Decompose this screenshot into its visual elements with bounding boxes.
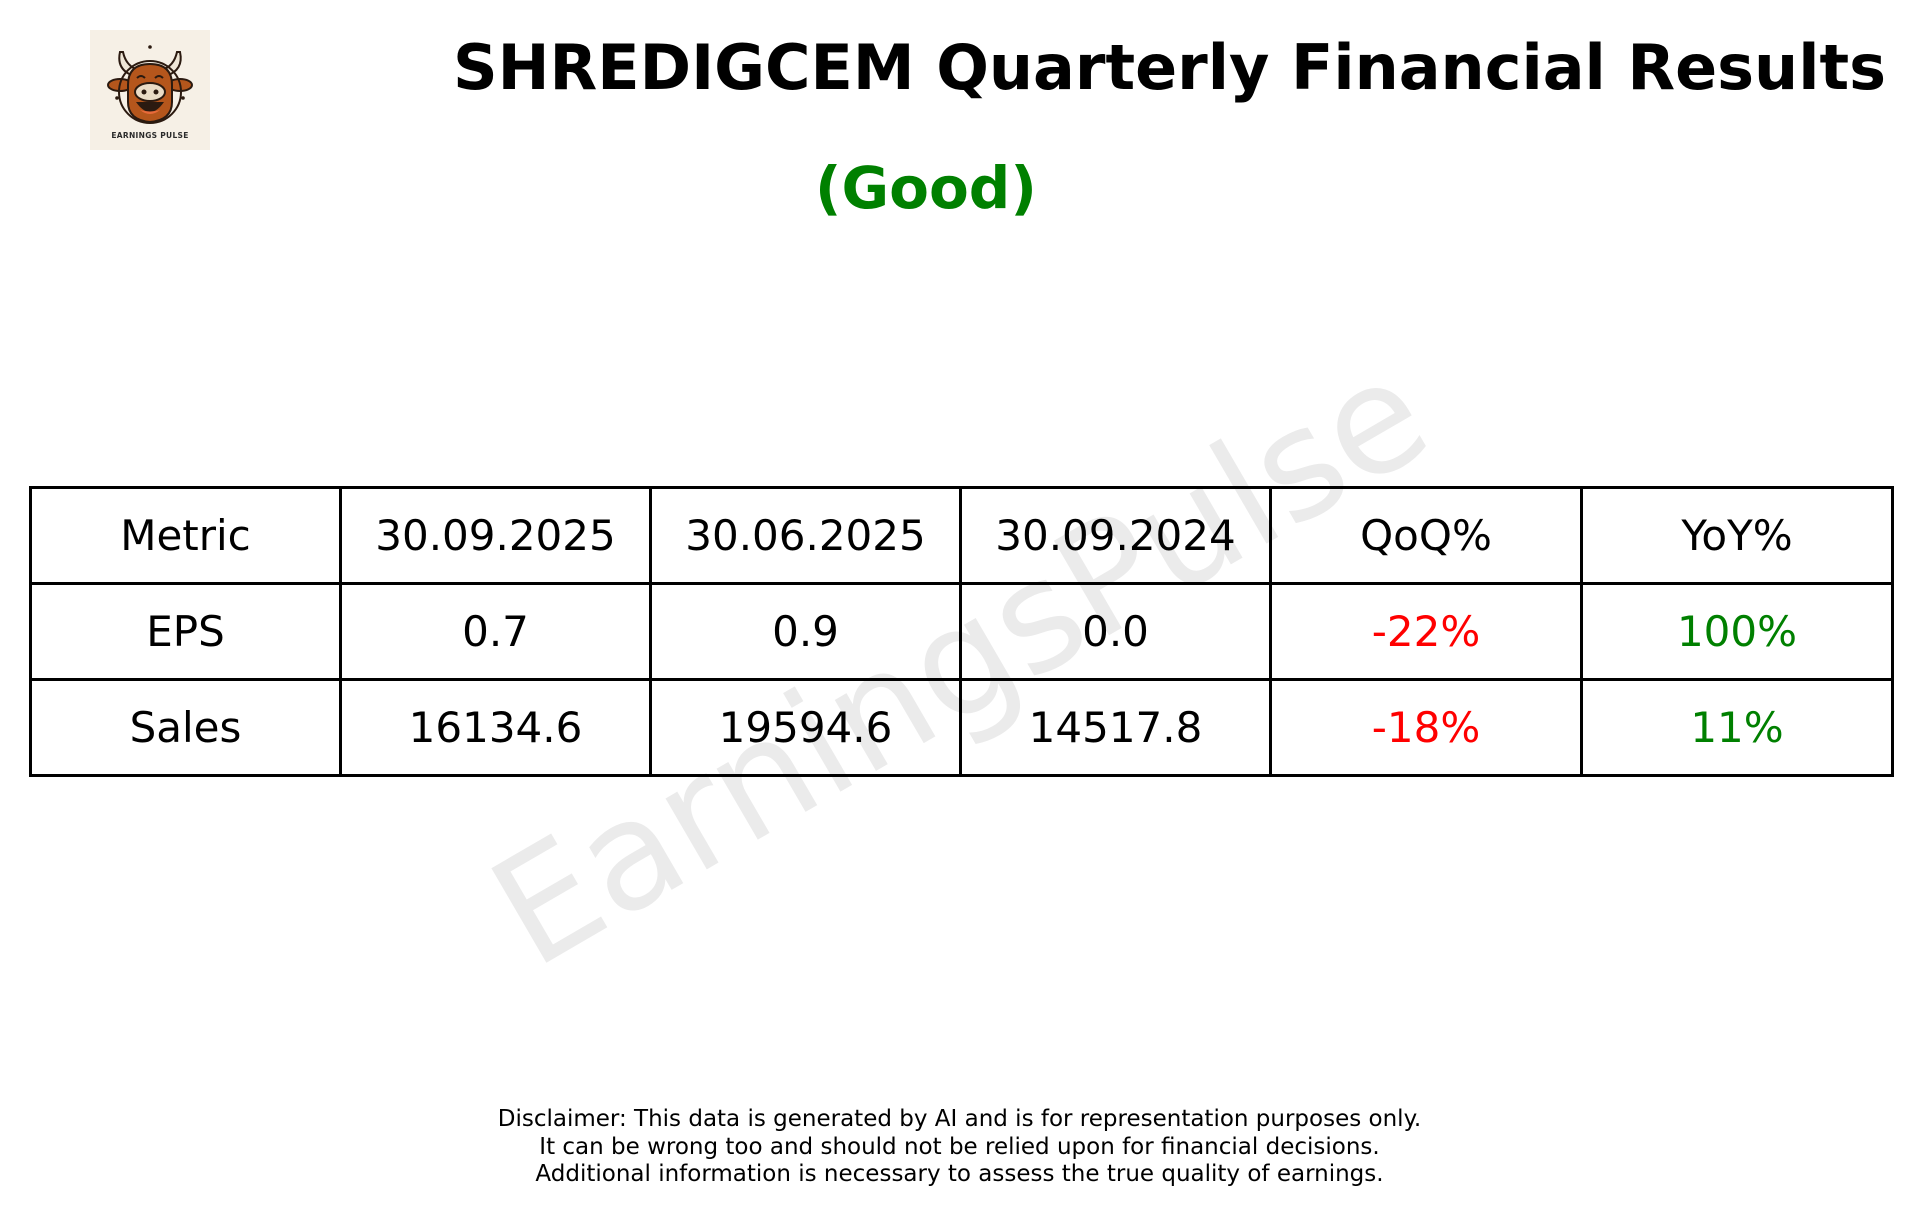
- disclaimer-line: Additional information is necessary to a…: [535, 1161, 1384, 1187]
- column-header-yoy: YoY%: [1580, 486, 1894, 585]
- value-cell: 0.0: [959, 582, 1272, 681]
- column-header-qoq: QoQ%: [1269, 486, 1583, 585]
- disclaimer-line: It can be wrong too and should not be re…: [539, 1133, 1380, 1160]
- disclaimer: Disclaimer: This data is generated by AI…: [0, 1106, 1919, 1189]
- bull-mascot-icon: [107, 45, 193, 124]
- column-header-metric: Metric: [29, 486, 342, 585]
- column-header-q-sep-2025: 30.09.2025: [339, 486, 652, 585]
- logo-text: EARNINGS PULSE: [111, 131, 189, 140]
- qoq-change-cell: -22%: [1269, 582, 1583, 681]
- metric-cell: Sales: [29, 678, 342, 777]
- value-cell: 14517.8: [959, 678, 1272, 777]
- table-row-eps: EPS 0.7 0.9 0.0 -22% 100%: [29, 582, 1894, 681]
- yoy-change-cell: 11%: [1580, 678, 1894, 777]
- value-cell: 19594.6: [649, 678, 962, 777]
- table-header-row: Metric 30.09.2025 30.06.2025 30.09.2024 …: [29, 486, 1894, 585]
- metric-cell: EPS: [29, 582, 342, 681]
- value-cell: 0.9: [649, 582, 962, 681]
- value-cell: 16134.6: [339, 678, 652, 777]
- column-header-q-jun-2025: 30.06.2025: [649, 486, 962, 585]
- yoy-change-cell: 100%: [1580, 582, 1894, 681]
- results-table: Metric 30.09.2025 30.06.2025 30.09.2024 …: [29, 486, 1894, 777]
- value-cell: 0.7: [339, 582, 652, 681]
- column-header-q-sep-2024: 30.09.2024: [959, 486, 1272, 585]
- page-title: SHREDIGCEM Quarterly Financial Results: [453, 31, 1886, 104]
- disclaimer-line: Disclaimer: This data is generated by AI…: [497, 1106, 1422, 1132]
- qoq-change-cell: -18%: [1269, 678, 1583, 777]
- table-row-sales: Sales 16134.6 19594.6 14517.8 -18% 11%: [29, 678, 1894, 777]
- rating-label: (Good): [815, 154, 1037, 222]
- earnings-pulse-logo: EARNINGS PULSE: [90, 30, 210, 150]
